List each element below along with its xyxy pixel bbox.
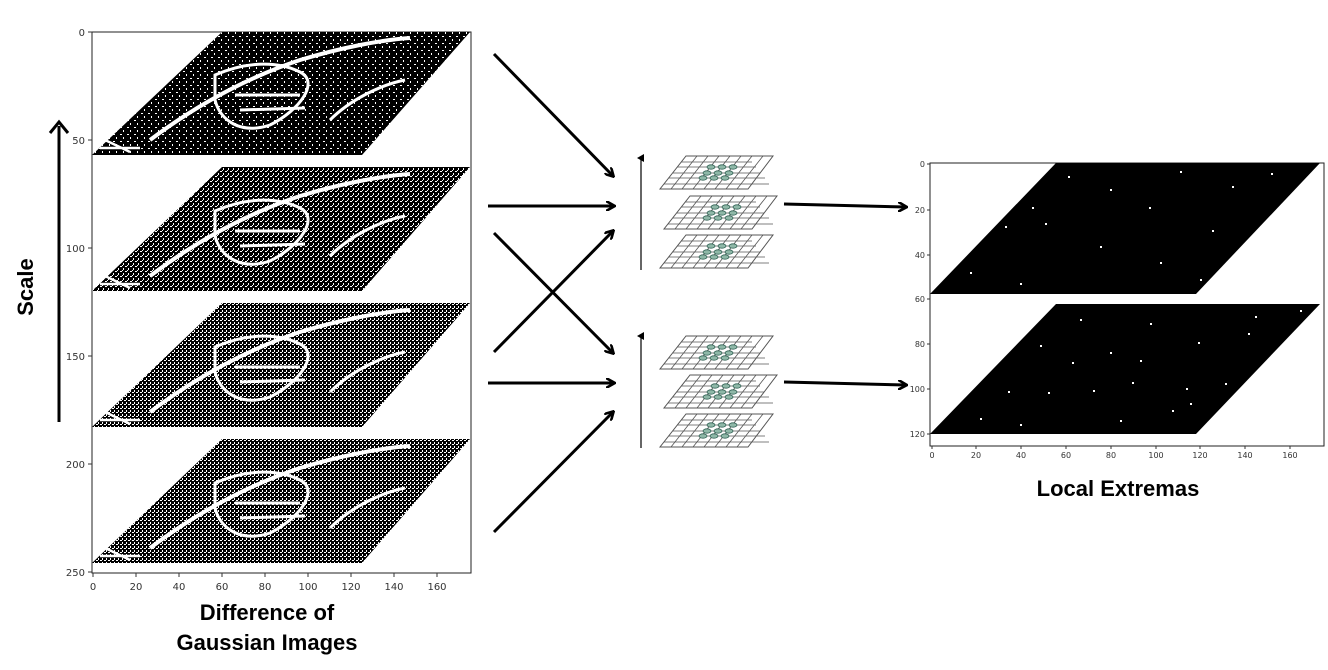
extrema-caption: Local Extremas <box>1037 476 1200 501</box>
dog-y-tick: 100 <box>66 244 85 255</box>
dog-x-tick: 20 <box>130 582 143 593</box>
extrema-plot: 0 20 40 60 80 100 120 0 20 40 60 80 100 … <box>910 160 1325 501</box>
extrema-y-tick: 80 <box>915 340 925 349</box>
extrema-x-axis: 0 20 40 60 80 100 120 140 160 <box>929 446 1298 460</box>
extrema-y-tick: 40 <box>915 251 925 260</box>
extrema-layer-2 <box>930 304 1320 434</box>
dog-layer-1 <box>92 32 470 155</box>
dog-y-axis: 0 50 100 150 200 250 <box>66 28 92 579</box>
extrema-x-tick: 20 <box>971 451 981 460</box>
dog-x-axis: 0 20 40 60 80 100 120 140 160 <box>90 573 447 593</box>
extrema-y-tick: 120 <box>910 430 925 439</box>
extrema-x-tick: 0 <box>929 451 934 460</box>
arrow-stack1-to-extrema <box>783 204 906 207</box>
arrow-stack2-to-extrema <box>783 382 906 385</box>
dog-y-tick: 150 <box>66 352 85 363</box>
arrow-dog2-to-stack2 <box>492 231 613 353</box>
dog-y-tick: 50 <box>72 136 85 147</box>
extrema-y-tick: 60 <box>915 295 925 304</box>
neighbor-stack-2 <box>637 332 778 448</box>
extrema-y-tick: 0 <box>920 160 925 169</box>
dog-to-stack-arrows <box>488 52 614 534</box>
scale-label: Scale <box>13 258 38 316</box>
dog-x-tick: 140 <box>384 582 403 593</box>
extrema-x-tick: 160 <box>1282 451 1297 460</box>
dog-layer-2 <box>92 167 470 291</box>
dog-caption-line2: Gaussian Images <box>177 630 358 655</box>
dog-x-tick: 40 <box>173 582 186 593</box>
dog-x-tick: 160 <box>427 582 446 593</box>
extrema-x-tick: 40 <box>1016 451 1026 460</box>
extrema-x-tick: 80 <box>1106 451 1116 460</box>
extrema-x-tick: 100 <box>1148 451 1163 460</box>
extrema-y-tick: 100 <box>910 385 925 394</box>
dog-layer-3 <box>92 303 470 427</box>
arrow-dog4-to-stack2 <box>492 412 613 534</box>
dog-x-tick: 60 <box>216 582 229 593</box>
dog-x-tick: 120 <box>341 582 360 593</box>
dog-x-tick: 0 <box>90 582 96 593</box>
scale-axis: Scale <box>13 119 70 422</box>
neighbor-stack-1 <box>637 154 778 270</box>
extrema-x-tick: 140 <box>1237 451 1252 460</box>
dog-y-tick: 0 <box>79 28 85 39</box>
dog-y-tick: 200 <box>66 460 85 471</box>
dog-caption-line1: Difference of <box>200 600 335 625</box>
extrema-y-tick: 20 <box>915 206 925 215</box>
extrema-layer-1 <box>930 163 1320 294</box>
scale-arrow-head-icon <box>48 119 70 134</box>
dog-x-tick: 100 <box>298 582 317 593</box>
arrow-dog1-to-stack1 <box>492 52 613 176</box>
extrema-points <box>970 171 1302 426</box>
stack-to-extrema-arrows <box>783 204 906 385</box>
dog-layer-4 <box>92 439 470 563</box>
dog-plot: 0 50 100 150 200 250 0 20 40 60 80 100 1… <box>66 28 472 655</box>
dog-x-tick: 80 <box>259 582 272 593</box>
extrema-x-tick: 120 <box>1192 451 1207 460</box>
dog-y-tick: 250 <box>66 568 85 579</box>
extrema-x-tick: 60 <box>1061 451 1071 460</box>
extrema-y-axis: 0 20 40 60 80 100 120 <box>910 160 930 439</box>
